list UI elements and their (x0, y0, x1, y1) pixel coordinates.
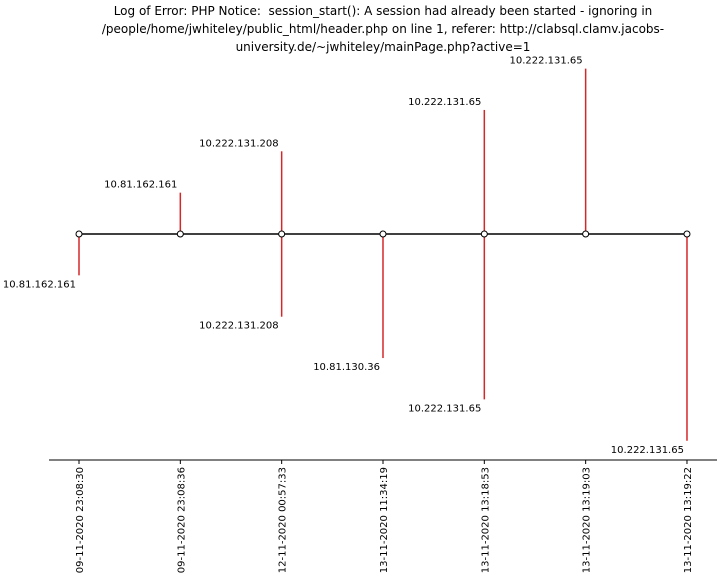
event-label: 10.81.162.161 (3, 279, 76, 290)
event-label: 10.222.131.65 (408, 97, 481, 108)
event-marker (379, 230, 387, 238)
chart-title-line-3: university.de/~jwhiteley/mainPage.php?ac… (235, 40, 531, 54)
chart-title-line-1: Log of Error: PHP Notice: session_start(… (113, 4, 653, 18)
event-label: 10.81.130.36 (313, 362, 380, 373)
event-label: 10.222.131.208 (199, 321, 279, 332)
event-label: 10.222.131.65 (611, 445, 684, 456)
x-tick-label: 13-11-2020 13:19:22 (683, 467, 694, 573)
chart-title: Log of Error: PHP Notice: session_start(… (0, 2, 720, 56)
x-tick-label: 13-11-2020 11:34:19 (379, 467, 390, 573)
x-tick-label: 12-11-2020 00:57:33 (278, 467, 289, 573)
event-label: 10.222.131.65 (509, 56, 582, 67)
event-label: 10.222.131.65 (408, 403, 481, 414)
event-marker (75, 230, 83, 238)
x-tick-label: 09-11-2020 23:08:36 (176, 467, 187, 573)
event-marker (683, 230, 691, 238)
event-marker (582, 230, 590, 238)
event-label: 10.81.162.161 (104, 180, 177, 191)
event-marker (176, 230, 184, 238)
chart-title-line-2: /people/home/jwhiteley/public_html/heade… (101, 22, 665, 36)
x-tick-label: 13-11-2020 13:19:03 (582, 467, 593, 573)
event-marker (278, 230, 286, 238)
x-tick-label: 13-11-2020 13:18:53 (480, 467, 491, 573)
event-marker (480, 230, 488, 238)
event-label: 10.222.131.208 (199, 138, 279, 149)
x-tick-label: 09-11-2020 23:08:30 (75, 467, 86, 573)
